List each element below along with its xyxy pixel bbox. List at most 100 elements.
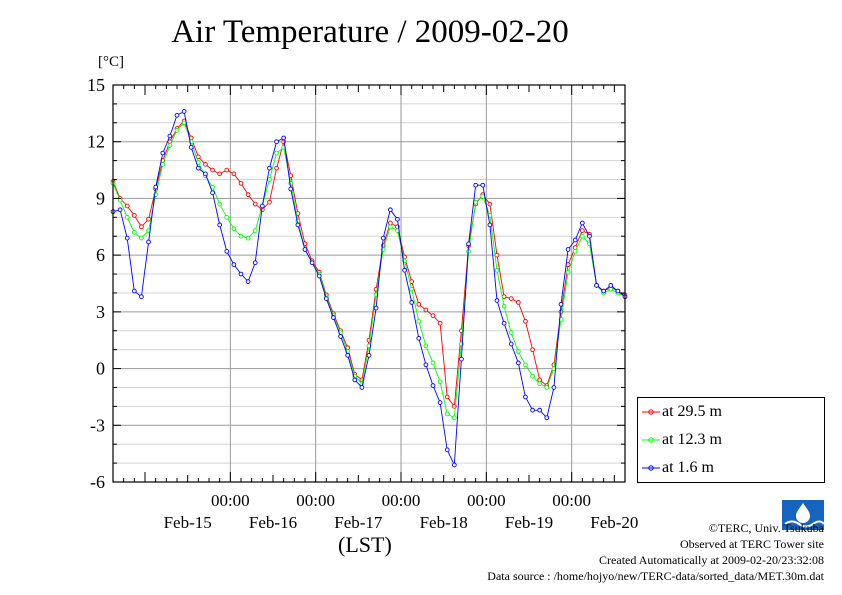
- data-point: [124, 235, 130, 241]
- data-point: [579, 220, 585, 226]
- data-point: [572, 249, 578, 254]
- created-text: Created Automatically at 2009-02-20/23:3…: [599, 553, 824, 567]
- x-time-label: 00:00: [382, 491, 421, 510]
- data-point: [430, 383, 436, 388]
- data-point: [544, 415, 550, 421]
- data-point: [544, 385, 550, 390]
- x-date-label: Feb-17: [334, 513, 383, 532]
- copyright-text: ©TERC, Univ. Tsukuba: [708, 521, 824, 535]
- data-point: [387, 224, 393, 230]
- data-point: [366, 352, 372, 358]
- data-point: [238, 271, 244, 277]
- data-point: [217, 171, 223, 177]
- data-point: [131, 288, 137, 294]
- data-point: [508, 330, 514, 336]
- grid-layer: [113, 84, 625, 483]
- data-point: [203, 171, 208, 177]
- legend-marker-blue: [642, 465, 660, 471]
- data-point: [558, 301, 564, 307]
- data-point: [444, 411, 450, 417]
- data-point: [451, 462, 457, 468]
- legend-marker-green: [642, 437, 660, 443]
- data-point: [615, 288, 621, 294]
- data-point: [139, 224, 144, 230]
- data-point: [274, 165, 279, 171]
- data-point: [565, 269, 571, 275]
- series-line-0: [112, 120, 626, 408]
- data-point: [174, 128, 180, 133]
- data-point: [153, 184, 159, 190]
- data-point: [416, 301, 422, 307]
- data-point: [494, 267, 500, 273]
- data-point: [537, 407, 543, 413]
- data-point: [608, 283, 614, 288]
- x-date-label: Feb-20: [590, 513, 638, 532]
- data-point: [288, 186, 294, 192]
- x-time-label: 00:00: [296, 491, 335, 510]
- tick-label-layer: 15 12 9 6 3 0 -3 -6 00:00 00:00 00:00 00:00 00:00 Feb…: [87, 75, 638, 532]
- data-point: [210, 167, 215, 173]
- data-point: [530, 373, 535, 379]
- x-date-label: Feb-18: [420, 513, 468, 532]
- data-point: [231, 262, 237, 267]
- data-point: [437, 320, 443, 326]
- legend-label: at 29.5 m: [662, 403, 722, 420]
- y-tick-label: 9: [96, 188, 105, 208]
- data-point: [217, 222, 223, 228]
- data-point: [160, 150, 166, 156]
- data-point: [195, 165, 201, 171]
- data-point: [402, 267, 407, 273]
- data-point: [508, 341, 514, 347]
- data-point: [494, 298, 500, 303]
- data-point: [494, 252, 500, 258]
- data-point: [487, 222, 493, 228]
- data-point: [274, 150, 279, 156]
- data-point: [501, 303, 507, 309]
- data-point: [444, 394, 450, 400]
- frame-layer: [112, 84, 626, 483]
- data-point: [523, 362, 528, 368]
- x-time-label: 00:00: [552, 491, 591, 510]
- y-tick-label: 3: [96, 302, 105, 322]
- data-point: [139, 235, 144, 241]
- data-point: [473, 199, 479, 205]
- data-point: [523, 394, 528, 400]
- data-point: [601, 288, 607, 294]
- y-tick-label: 0: [96, 359, 105, 379]
- data-point: [252, 260, 258, 266]
- data-point: [501, 320, 507, 326]
- data-point: [245, 192, 251, 197]
- data-point: [238, 180, 244, 186]
- data-point: [515, 360, 521, 366]
- data-point: [238, 233, 244, 239]
- data-point: [323, 296, 329, 301]
- data-point: [387, 207, 393, 213]
- data-point: [131, 213, 137, 218]
- data-point: [174, 112, 180, 118]
- plot-frame: [112, 84, 626, 483]
- data-point: [508, 296, 514, 301]
- data-point: [117, 197, 123, 203]
- data-point: [515, 349, 521, 354]
- data-point: [245, 235, 251, 241]
- data-point: [146, 216, 151, 222]
- data-point: [373, 305, 379, 311]
- series-layer: [110, 109, 628, 468]
- data-point: [423, 362, 429, 368]
- data-point: [124, 203, 130, 209]
- data-point: [359, 385, 365, 390]
- data-point: [430, 360, 436, 366]
- data-point: [224, 167, 230, 173]
- data-point: [572, 237, 578, 243]
- data-point: [395, 216, 400, 222]
- y-tick-label: 15: [87, 75, 105, 95]
- data-point: [267, 165, 272, 171]
- data-point: [188, 145, 194, 150]
- data-point: [523, 318, 528, 324]
- data-point: [267, 199, 272, 205]
- data-point: [487, 201, 493, 207]
- data-point: [231, 226, 237, 232]
- data-point: [124, 214, 130, 220]
- data-point: [409, 286, 415, 292]
